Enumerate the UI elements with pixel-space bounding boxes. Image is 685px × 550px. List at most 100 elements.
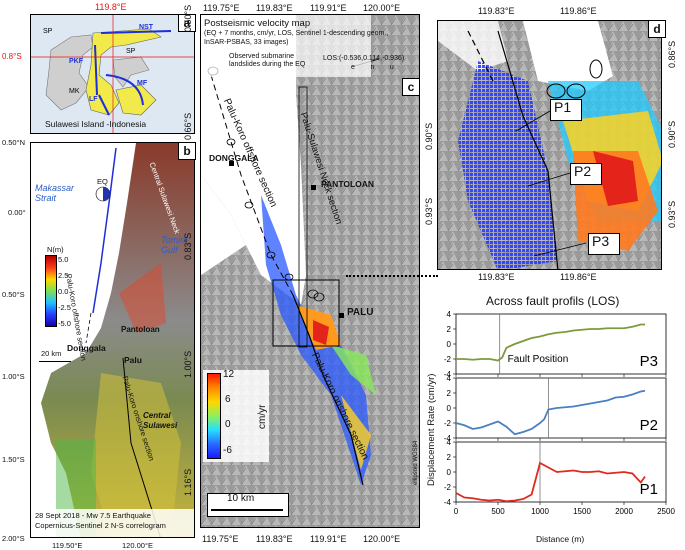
panel-a-caption: Sulawesi Island -Indonesia	[45, 119, 147, 129]
lon-tick-d: 119.86°E	[560, 6, 597, 16]
subplot-label-p2: P2	[640, 417, 658, 434]
profile-label-p2: P2	[574, 163, 592, 179]
svg-text:MK: MK	[69, 88, 80, 95]
y-tick-label: -2	[444, 419, 452, 428]
lat-tick-b: 1.00°S	[2, 372, 25, 381]
pantoloan-c-label: PANTOLOAN	[321, 179, 375, 189]
profile-line-p2	[455, 389, 646, 436]
lon-tick-c-top: 119.83°E	[256, 3, 293, 13]
lon-tick-c-top: 120.00°E	[363, 3, 401, 13]
panel-d-letter: d	[648, 20, 666, 38]
cb-b-tick: -2.5	[58, 303, 71, 312]
lon-tick-c-top: 119.75°E	[203, 3, 240, 13]
y-tick-label: 2	[447, 389, 452, 398]
pantoloan-label: Pantoloan	[121, 325, 160, 334]
panel-a-lat-label: 0.8°S	[2, 52, 22, 61]
cb-c-unit: cm/yr	[257, 404, 268, 429]
los-components: e n u	[351, 64, 394, 71]
cb-b-tick: 5.0	[58, 255, 69, 264]
fault-position-annotation: Fault Position	[508, 354, 569, 365]
lat-tick-d: 0.86°S	[667, 40, 677, 68]
lon-tick-d: 119.86°E	[560, 272, 597, 282]
footnote-b-1: 28 Sept 2018 - Mw 7.5 Earthquake	[35, 511, 151, 520]
lat-tick-c: 0.66°S	[183, 112, 193, 140]
svg-text:MF: MF	[137, 80, 148, 87]
cb-c-tick: 12	[223, 369, 235, 380]
y-tick-label: 2	[447, 453, 452, 462]
lat-tick-d-left: 0.90°S	[424, 122, 434, 150]
y-tick-label: 4	[447, 374, 452, 383]
panel-c-colorbar	[207, 373, 221, 459]
svg-text:LF: LF	[89, 96, 98, 103]
lon-tick-c: 119.75°E	[202, 534, 239, 544]
panel-a-letter: a	[178, 14, 196, 32]
lon-tick-d: 119.83°E	[478, 6, 515, 16]
panel-b-colorbar-title: N(m)	[47, 245, 64, 254]
ellipsoid-label: ellipsoid WGS84	[413, 440, 419, 485]
scale-bar-b	[39, 361, 71, 362]
panel-c-velocity-map: Postseismic velocity map (EQ + 7 months,…	[200, 14, 420, 528]
lat-tick-b: 1.50°S	[2, 455, 25, 464]
palu-label: Palu	[124, 355, 142, 365]
cb-b-tick: 2.5	[58, 271, 69, 280]
scale-bar-c	[211, 509, 283, 511]
x-tick-label: 0	[454, 507, 459, 516]
panel-b-colorbar	[45, 255, 57, 327]
lon-tick-d: 119.83°E	[478, 272, 515, 282]
y-tick-label: -2	[444, 355, 452, 364]
tomini-gulf-label: Tomini Gulf	[161, 235, 188, 255]
lat-tick-c: 1.00°S	[183, 350, 193, 378]
x-tick-label: 1500	[573, 507, 591, 516]
los-vector: LOS:(-0.536,0.114,-0.936)	[323, 55, 405, 62]
cb-c-tick: 0	[225, 419, 231, 430]
lat-tick-c: 0.83°S	[183, 232, 193, 260]
lon-tick-b: 120.00°E	[122, 541, 153, 550]
panel-d-terrain	[438, 21, 661, 269]
panel-c-title: Postseismic velocity map	[204, 18, 311, 29]
eq-label: EQ	[97, 177, 108, 186]
panel-d-zoom-map: P1 P2 P3	[437, 20, 662, 270]
panel-c-terrain	[201, 15, 419, 527]
cb-b-tick: 0.0	[58, 287, 69, 296]
profile-line-p1	[455, 461, 646, 503]
y-tick-label: 0	[447, 340, 452, 349]
y-tick-label: -4	[444, 434, 452, 443]
lon-tick-b: 119.50°E	[52, 541, 83, 550]
lat-tick-d: 0.93°S	[667, 200, 677, 228]
x-tick-label: 1000	[531, 507, 549, 516]
profile-label-p1: P1	[554, 99, 572, 115]
lat-tick-d-left: 0.93°S	[424, 197, 434, 225]
subplot-label-p1: P1	[640, 481, 658, 498]
svg-text:SP: SP	[43, 28, 53, 35]
lon-tick-c: 120.00°E	[363, 534, 401, 544]
y-tick-label: -4	[444, 370, 452, 379]
profiles-ylabel: Displacement Rate (cm/yr)	[426, 373, 437, 486]
subplot-label-p3: P3	[640, 353, 658, 370]
svg-text:SP: SP	[126, 48, 136, 55]
scale-c-label: 10 km	[227, 493, 255, 504]
svg-text:PKF: PKF	[69, 58, 84, 65]
panel-b-letter: b	[178, 142, 196, 160]
donggala-c-label: DONGGALA	[209, 153, 259, 163]
lat-tick-c: 0.50°S	[183, 4, 193, 32]
x-tick-label: 500	[491, 507, 505, 516]
subplot-frame-p1	[455, 441, 667, 503]
y-tick-label: 0	[447, 404, 452, 413]
lon-tick-c: 119.83°E	[256, 534, 293, 544]
cb-c-tick: -6	[223, 445, 232, 456]
profiles-chart: -4 -2 0 2 4 P3 Fault Position -4 -2 0 2 4 P2 -4 -2 0 2 4 P…	[444, 310, 676, 516]
panel-c-subtitle2: InSAR-PSBAS, 33 images)	[204, 39, 289, 46]
zoom-connector	[346, 275, 438, 277]
lon-tick-c-top: 119.91°E	[310, 3, 347, 13]
profiles-xlabel: Distance (m)	[536, 534, 585, 544]
panel-c-subtitle: (EQ + 7 months, cm/yr, LOS, Sentinel 1-d…	[204, 30, 389, 37]
makassar-strait-label: Makassar Strait	[35, 183, 75, 203]
central-sulawesi-label: Central Sulawesi	[143, 411, 178, 430]
scale-b-label: 20 km	[41, 349, 62, 358]
cb-b-tick: -5.0	[58, 319, 71, 328]
y-tick-label: -4	[444, 498, 452, 507]
profile-label-p3: P3	[592, 233, 610, 249]
lat-tick-d: 0.90°S	[667, 120, 677, 148]
x-tick-label: 2500	[657, 507, 675, 516]
palu-c-label: PALU	[347, 307, 374, 318]
